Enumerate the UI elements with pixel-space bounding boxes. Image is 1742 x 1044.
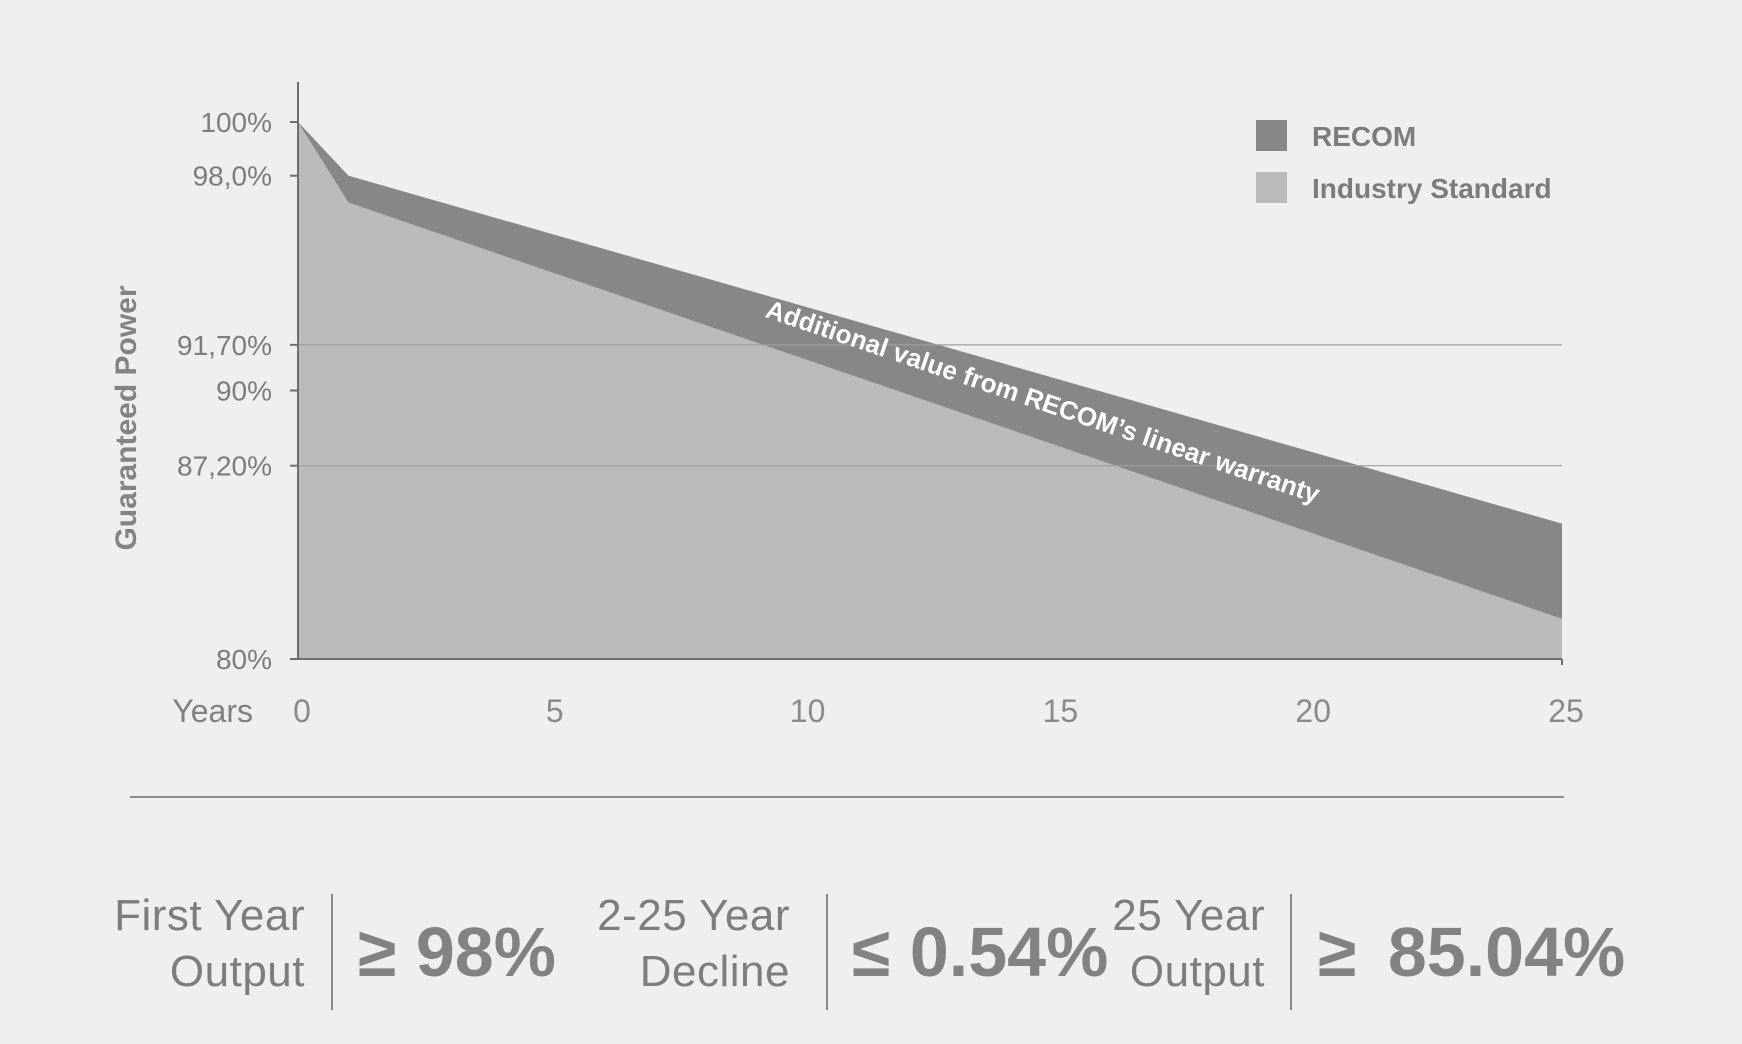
y-tick-labels: 100% 98,0% 91,70% 90% 87,20% 80% — [177, 107, 298, 675]
divider-line — [130, 796, 1564, 798]
series-area-industry-standard — [298, 122, 1562, 659]
stat-label: 2-25 Year Decline — [590, 888, 790, 1000]
chart-legend: RECOM Industry Standard — [1256, 120, 1552, 204]
x-tick-label: 0 — [293, 693, 311, 729]
x-tick-label: 10 — [790, 693, 826, 729]
chart-gridlines — [298, 344, 1562, 467]
greater-equal-icon: ≥ — [1318, 913, 1357, 991]
stat-separator — [1290, 894, 1292, 1010]
stat-separator — [331, 894, 333, 1010]
stat-value: ≥ 98% — [358, 912, 556, 992]
stat-label-line1: 2-25 Year — [597, 891, 790, 940]
stat-number: 85.04% — [1387, 913, 1626, 991]
legend-label: Industry Standard — [1312, 173, 1552, 204]
legend-label: RECOM — [1312, 121, 1416, 152]
warranty-chart: 100% 98,0% 91,70% 90% 87,20% 80% 0 5 10 15 20 25 G… — [110, 82, 1584, 729]
y-tick-label: 91,70% — [177, 330, 272, 361]
y-tick-label: 100% — [200, 107, 272, 138]
stats-bar: First Year Output ≥ 98% 2-25 Year Declin… — [0, 880, 1742, 1020]
stat-separator — [826, 894, 828, 1010]
stat-value: ≥ 85.04% — [1318, 912, 1625, 992]
y-tick-label: 98,0% — [193, 161, 272, 192]
x-tick-label: 15 — [1043, 693, 1079, 729]
chart-axes — [297, 82, 1563, 665]
y-axis-label: Guaranteed Power — [110, 285, 143, 550]
y-tick-label: 80% — [216, 644, 272, 675]
stat-number: 0.54% — [909, 913, 1109, 991]
x-tick-label: 25 — [1548, 693, 1584, 729]
x-tick-labels: 0 5 10 15 20 25 — [293, 693, 1584, 729]
y-tick-label: 90% — [216, 376, 272, 407]
x-axis-label: Years — [172, 693, 253, 729]
stat-number: 98% — [415, 913, 556, 991]
stat-label-line1: First Year — [114, 891, 305, 940]
stat-label-line2: Decline — [639, 947, 790, 996]
stat-value: ≤ 0.54% — [852, 912, 1108, 992]
legend-swatch — [1256, 120, 1287, 151]
chart-areas — [298, 122, 1562, 659]
x-tick-label: 20 — [1295, 693, 1331, 729]
greater-equal-icon: ≥ — [358, 913, 397, 991]
stat-label-line2: Output — [1129, 947, 1265, 996]
stat-label-line2: Output — [169, 947, 305, 996]
stat-label: First Year Output — [110, 888, 305, 1000]
stat-label-line1: 25 Year — [1112, 891, 1265, 940]
x-tick-label: 5 — [546, 693, 564, 729]
stat-label: 25 Year Output — [1060, 888, 1265, 1000]
legend-swatch — [1256, 172, 1287, 203]
less-equal-icon: ≤ — [852, 913, 891, 991]
y-tick-label: 87,20% — [177, 451, 272, 482]
